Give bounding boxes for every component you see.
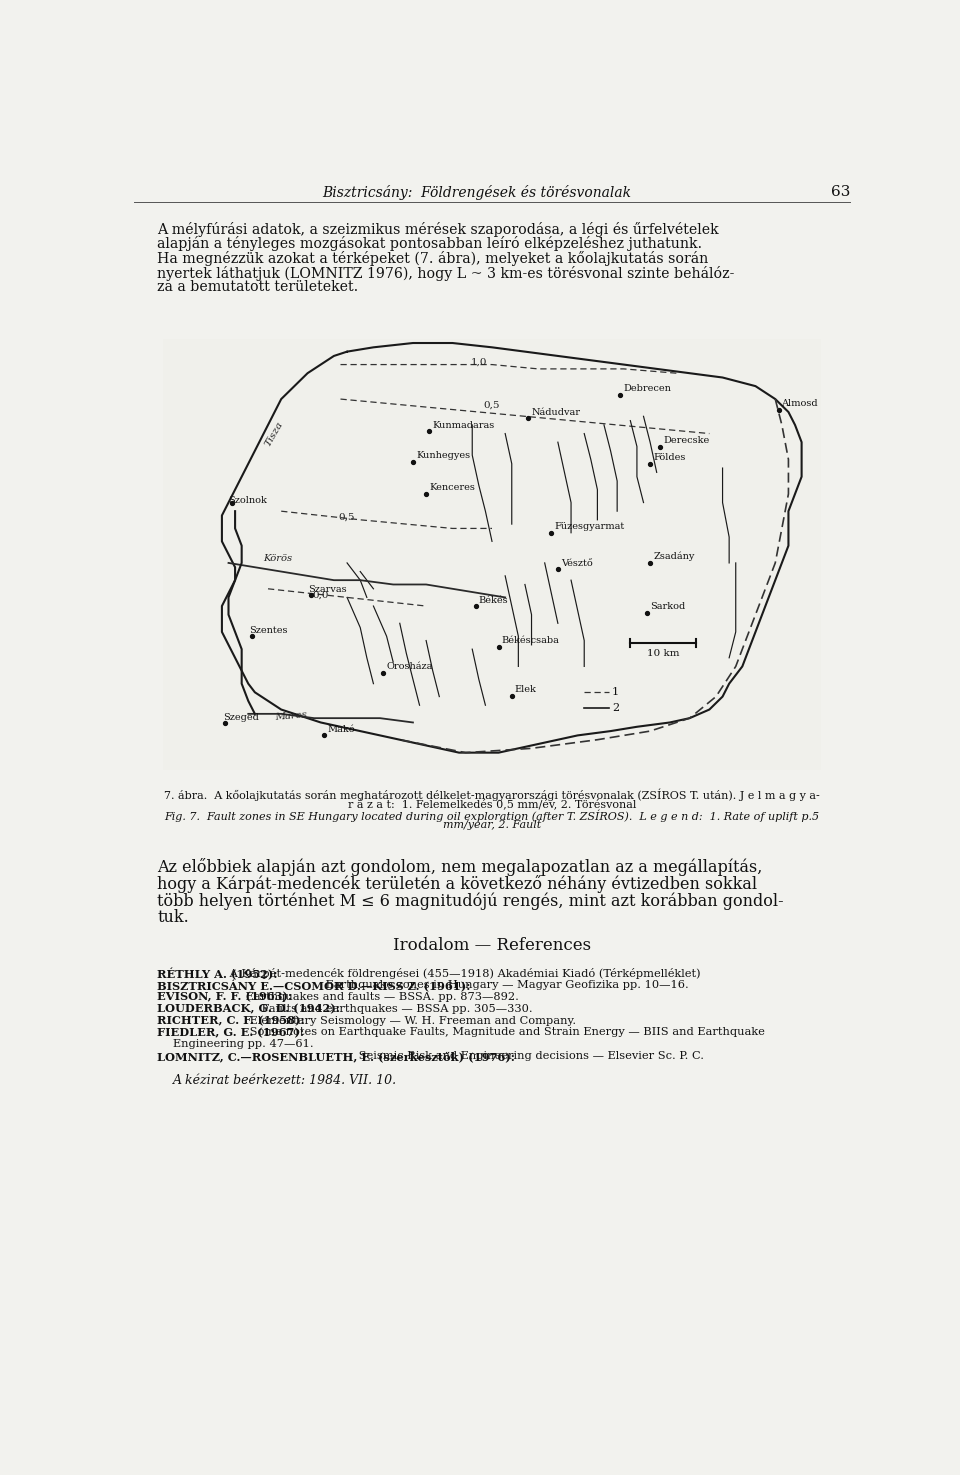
Text: Debrecen: Debrecen xyxy=(624,384,671,394)
Text: Engineering pp. 47—61.: Engineering pp. 47—61. xyxy=(173,1040,313,1049)
Text: Szeged: Szeged xyxy=(223,712,259,721)
Text: Békés: Békés xyxy=(479,596,508,605)
Text: Bisztricsány:  Földrengések és törésvonalak: Bisztricsány: Földrengések és törésvonal… xyxy=(322,184,631,201)
Text: Körös: Körös xyxy=(263,555,293,563)
Text: 0,5: 0,5 xyxy=(339,513,355,522)
Text: Faults and earthquakes — BSSA pp. 305—330.: Faults and earthquakes — BSSA pp. 305—33… xyxy=(258,1003,533,1013)
Text: za a bemutatott területeket.: za a bemutatott területeket. xyxy=(157,280,358,294)
Text: EVISON, F. F. (1963):: EVISON, F. F. (1963): xyxy=(157,991,293,1003)
Text: Nádudvar: Nádudvar xyxy=(531,409,581,417)
Text: alapján a tényleges mozgásokat pontosabban leíró elképzeléshez juthatunk.: alapján a tényleges mozgásokat pontosabb… xyxy=(157,236,703,251)
Text: Irodalom — References: Irodalom — References xyxy=(393,937,591,954)
Text: Kenceres: Kenceres xyxy=(429,484,475,493)
Text: BISZTRICSÁNY E.—CSOMOR D.—KISS Z. (1961):: BISZTRICSÁNY E.—CSOMOR D.—KISS Z. (1961)… xyxy=(157,979,470,993)
Text: Makó: Makó xyxy=(327,724,355,735)
Text: A Kárpát-medencék földrengései (455—1918) Akadémiai Kiadó (Térképmelléklet): A Kárpát-medencék földrengései (455—1918… xyxy=(226,968,701,979)
Text: mm/year, 2. Fault: mm/year, 2. Fault xyxy=(443,820,541,830)
Text: Seismic Risk and Engineering decisions — Elsevier Sc. P. C.: Seismic Risk and Engineering decisions —… xyxy=(354,1052,704,1062)
Text: 10 km: 10 km xyxy=(647,649,680,658)
Text: RICHTER, C. F. (1958):: RICHTER, C. F. (1958): xyxy=(157,1015,305,1027)
Text: Orosháza: Orosháza xyxy=(387,662,433,671)
Text: Földes: Földes xyxy=(653,453,685,462)
Text: LOMNITZ, C.—ROSENBLUETH, E. (szerkesztők) (1976):: LOMNITZ, C.—ROSENBLUETH, E. (szerkesztők… xyxy=(157,1052,516,1062)
Text: Zsadány: Zsadány xyxy=(653,552,695,562)
Text: Az előbbiek alapján azt gondolom, nem megalapozatlan az a megállapítás,: Az előbbiek alapján azt gondolom, nem me… xyxy=(157,858,762,876)
Text: tuk.: tuk. xyxy=(157,909,189,926)
Text: Elementary Seismology — W. H. Freeman and Company.: Elementary Seismology — W. H. Freeman an… xyxy=(246,1015,576,1025)
Text: Kunhegyes: Kunhegyes xyxy=(416,451,470,460)
Text: LOUDERBACK, G. D. (1942):: LOUDERBACK, G. D. (1942): xyxy=(157,1003,340,1015)
Text: Earthquakes and faults — BSSA. pp. 873—892.: Earthquakes and faults — BSSA. pp. 873—8… xyxy=(242,991,518,1002)
Text: 1: 1 xyxy=(612,687,619,698)
Text: Fig. 7.  Fault zones in SE Hungary located during oil exploration (after T. ZSÍR: Fig. 7. Fault zones in SE Hungary locate… xyxy=(164,810,820,823)
Text: Szentes: Szentes xyxy=(250,625,288,634)
Text: A mélyfúrási adatok, a szeizmikus mérések szaporodása, a légi és űrfelvételek: A mélyfúrási adatok, a szeizmikus mérése… xyxy=(157,221,719,236)
Text: Ha megnézzük azokat a térképeket (7. ábra), melyeket a kőolajkutatás során: Ha megnézzük azokat a térképeket (7. ábr… xyxy=(157,251,708,266)
Text: Elek: Elek xyxy=(515,686,537,695)
Text: 0,5: 0,5 xyxy=(484,401,500,410)
Text: Kunmadaras: Kunmadaras xyxy=(433,420,494,429)
Text: Szarvas: Szarvas xyxy=(308,584,348,594)
Text: 7. ábra.  A kőolajkutatás során meghatározott délkelet-magyarországi törésvonala: 7. ábra. A kőolajkutatás során meghatáro… xyxy=(164,788,820,801)
Text: Some notes on Earthquake Faults, Magnitude and Strain Energy — BIIS and Earthqua: Some notes on Earthquake Faults, Magnitu… xyxy=(246,1028,765,1037)
Text: nyertek láthatjuk (LOMNITZ 1976), hogy L ~ 3 km-es törésvonal szinte behálóz-: nyertek láthatjuk (LOMNITZ 1976), hogy L… xyxy=(157,266,734,280)
Text: Earthquake zones in Hungary — Magyar Geofizika pp. 10—16.: Earthquake zones in Hungary — Magyar Geo… xyxy=(323,979,689,990)
Text: 2: 2 xyxy=(612,702,619,712)
Text: 0,0: 0,0 xyxy=(312,591,329,600)
Text: 1,0: 1,0 xyxy=(470,358,487,367)
Bar xyxy=(162,339,822,770)
Text: Szolnok: Szolnok xyxy=(228,496,267,504)
Text: Füzesgyarmat: Füzesgyarmat xyxy=(554,522,625,531)
Text: r á z a t:  1. Felemelkedés 0,5 mm/év, 2. Törésvonal: r á z a t: 1. Felemelkedés 0,5 mm/év, 2.… xyxy=(348,798,636,810)
Text: Vésztő: Vésztő xyxy=(561,559,592,568)
Text: Sarkod: Sarkod xyxy=(650,602,685,611)
Text: 63: 63 xyxy=(831,186,851,199)
Text: több helyen történhet M ≤ 6 magnitudójú rengés, mint azt korábban gondol-: több helyen történhet M ≤ 6 magnitudójú … xyxy=(157,892,783,910)
Text: Derecske: Derecske xyxy=(663,437,709,445)
Text: Maros: Maros xyxy=(275,709,307,721)
Text: A kézirat beérkezett: 1984. VII. 10.: A kézirat beérkezett: 1984. VII. 10. xyxy=(173,1074,396,1087)
Text: RÉTHLY A. (1952):: RÉTHLY A. (1952): xyxy=(157,968,277,979)
Text: Almosd: Almosd xyxy=(780,400,818,409)
Text: FIEDLER, G. E. (1967):: FIEDLER, G. E. (1967): xyxy=(157,1028,304,1038)
Text: hogy a Kárpát-medencék területén a következő néhány évtizedben sokkal: hogy a Kárpát-medencék területén a követ… xyxy=(157,875,757,894)
Text: Békéscsaba: Békéscsaba xyxy=(502,637,560,646)
Text: Tisza: Tisza xyxy=(264,419,285,447)
